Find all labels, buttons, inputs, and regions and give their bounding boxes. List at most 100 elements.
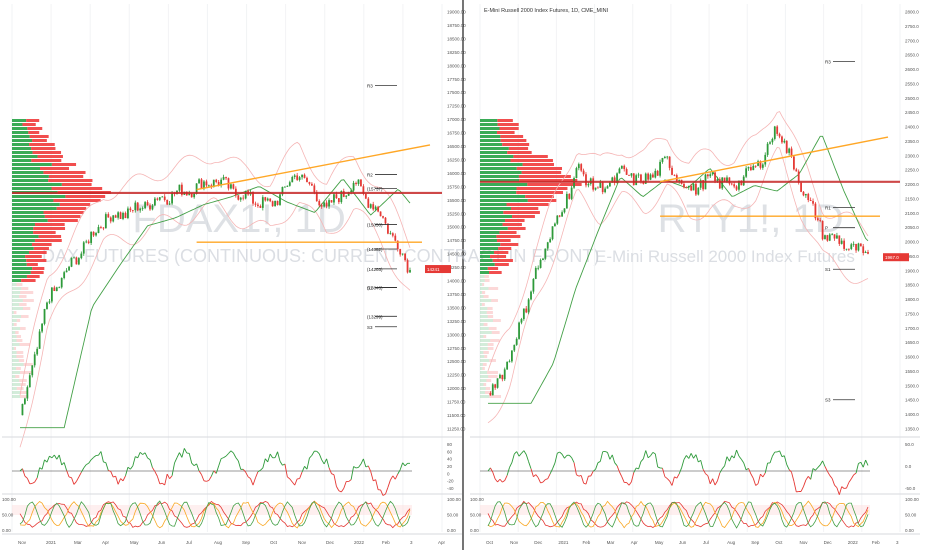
candle-body bbox=[523, 309, 525, 319]
profile-bar-sell bbox=[513, 155, 547, 158]
candle-body bbox=[865, 252, 867, 253]
pivot-label: S3 bbox=[825, 398, 831, 403]
profile-bar-buy bbox=[480, 191, 516, 194]
candle-body bbox=[31, 365, 33, 375]
candle-body bbox=[382, 216, 384, 218]
y-tick-label: 13000.00 bbox=[447, 332, 466, 337]
x-tick-label: Nov bbox=[800, 540, 809, 545]
candle-body bbox=[719, 179, 721, 188]
profile-bar-sell bbox=[489, 395, 501, 398]
candle-body bbox=[860, 244, 862, 247]
candle-body bbox=[671, 168, 673, 175]
osc1-segment bbox=[531, 469, 533, 477]
y-tick-label: 11250.00 bbox=[447, 427, 466, 432]
candle-body bbox=[800, 183, 802, 192]
y-tick-label: 15500.00 bbox=[447, 198, 466, 203]
profile-bar-sell bbox=[482, 303, 485, 306]
profile-bar-buy bbox=[12, 223, 35, 226]
candle-body bbox=[24, 399, 26, 404]
candle-body bbox=[805, 194, 807, 195]
candle-body bbox=[650, 175, 652, 180]
profile-bar-buy bbox=[480, 219, 505, 222]
osc1-segment bbox=[619, 472, 621, 477]
profile-bar-buy bbox=[12, 203, 60, 206]
profile-bar-sell bbox=[49, 175, 83, 178]
profile-bar-sell bbox=[23, 299, 34, 302]
osc1-segment bbox=[86, 463, 88, 464]
profile-bar-buy bbox=[480, 351, 483, 354]
candle-body bbox=[674, 175, 676, 176]
osc1-segment bbox=[651, 452, 653, 455]
osc1-segment bbox=[263, 459, 265, 468]
candle-body bbox=[537, 268, 539, 269]
osc1-segment bbox=[854, 473, 856, 475]
osc1-segment bbox=[827, 471, 829, 475]
profile-bar-sell bbox=[486, 387, 490, 390]
candle-body bbox=[193, 194, 195, 197]
profile-bar-buy bbox=[480, 363, 483, 366]
candle-body bbox=[489, 393, 491, 395]
profile-bar-buy bbox=[12, 251, 29, 254]
candle-body bbox=[71, 258, 73, 267]
osc1-segment bbox=[818, 465, 820, 468]
profile-bar-sell bbox=[522, 171, 562, 174]
profile-bar-sell bbox=[487, 311, 493, 314]
candle-body bbox=[129, 209, 131, 211]
profile-bar-sell bbox=[26, 119, 39, 122]
profile-bar-buy bbox=[480, 359, 489, 362]
profile-bar-sell bbox=[38, 155, 63, 158]
osc1-segment bbox=[846, 482, 848, 488]
candle-body bbox=[750, 167, 752, 170]
osc1-segment bbox=[290, 479, 292, 482]
x-tick-label: 2022 bbox=[848, 540, 859, 545]
candle-body bbox=[365, 194, 367, 199]
osc1-segment bbox=[209, 476, 211, 480]
osc1-segment bbox=[130, 466, 132, 469]
candle-body bbox=[120, 212, 122, 219]
profile-bar-sell bbox=[48, 219, 78, 222]
profile-bar-buy bbox=[12, 319, 17, 322]
candle-body bbox=[695, 184, 697, 195]
pivot-label: (13299) bbox=[367, 314, 383, 319]
candle-body bbox=[516, 339, 518, 345]
profile-bar-buy bbox=[480, 299, 491, 302]
profile-bar-sell bbox=[16, 355, 23, 358]
candle-body bbox=[206, 181, 208, 185]
candle-body bbox=[137, 203, 139, 211]
candle-body bbox=[535, 268, 537, 279]
osc1-segment bbox=[689, 453, 691, 458]
y-tick-label: 15000.00 bbox=[447, 225, 466, 230]
candle-body bbox=[544, 249, 546, 259]
profile-bar-buy bbox=[480, 175, 519, 178]
profile-bar-sell bbox=[26, 259, 46, 262]
profile-bar-buy bbox=[480, 391, 485, 394]
osc1-segment bbox=[662, 468, 664, 476]
candle-body bbox=[289, 182, 291, 186]
profile-bar-buy bbox=[12, 291, 20, 294]
candle-body bbox=[284, 187, 286, 188]
candle-body bbox=[848, 249, 850, 250]
y-tick-label: 1500.0 bbox=[905, 383, 919, 388]
osc1-segment bbox=[385, 487, 387, 494]
x-tick-label: Feb bbox=[382, 540, 390, 545]
osc1-segment bbox=[216, 466, 218, 474]
profile-bar-buy bbox=[480, 215, 512, 218]
candle-body bbox=[824, 235, 826, 239]
profile-bar-sell bbox=[485, 391, 493, 394]
osc1-segment bbox=[548, 474, 550, 479]
profile-bar-sell bbox=[39, 235, 61, 238]
candle-body bbox=[752, 166, 754, 170]
osc1-segment bbox=[691, 453, 693, 458]
osc1-segment bbox=[319, 454, 321, 460]
osc1-segment bbox=[569, 455, 571, 458]
candle-body bbox=[576, 168, 578, 178]
osc1-segment bbox=[197, 464, 199, 471]
osc1-segment bbox=[59, 455, 61, 465]
candle-body bbox=[843, 241, 845, 249]
profile-bar-sell bbox=[28, 131, 39, 134]
candle-body bbox=[855, 244, 857, 250]
profile-bar-sell bbox=[27, 127, 42, 130]
candle-body bbox=[619, 169, 621, 174]
candle-body bbox=[731, 184, 733, 185]
osc1-segment bbox=[116, 476, 118, 484]
